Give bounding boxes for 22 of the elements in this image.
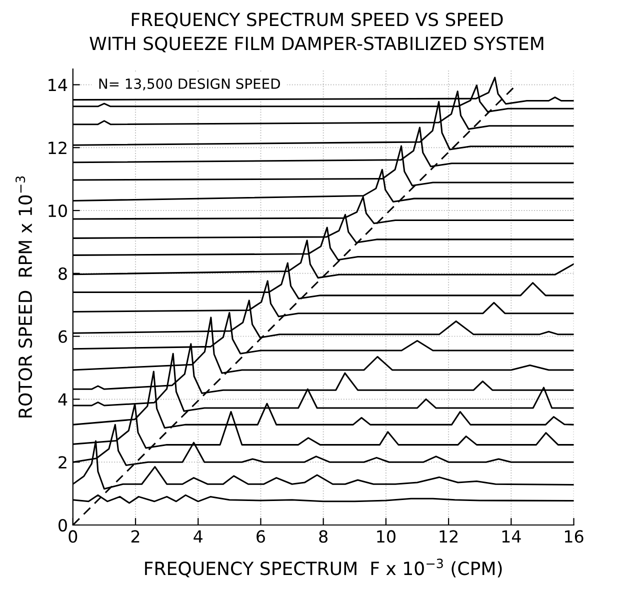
x-tick-label: 14	[502, 530, 521, 543]
x-tick-label: 12	[440, 530, 458, 543]
y-tick-label: 6	[58, 330, 67, 343]
annotation: N= 13,500 DESIGN SPEED	[99, 78, 280, 90]
x-tick-label: 0	[68, 530, 78, 543]
y-tick-label: 0	[58, 518, 67, 532]
x-tick-label: 6	[256, 530, 265, 543]
y-tick-label: 2	[58, 456, 66, 468]
chart-title: FREQUENCY SPECTRUM SPEED VS SPEED	[132, 12, 503, 28]
x-tick-label: 10	[377, 530, 396, 543]
y-tick-label: 10	[48, 204, 67, 218]
y-tick-label: 8	[58, 267, 67, 280]
x-tick-label: 2	[131, 530, 140, 543]
chart-subtitle: WITH SQUEEZE FILM DAMPER-STABILIZED SYSTEM	[90, 36, 544, 52]
y-tick-label: 14	[48, 78, 68, 92]
y-axis-title: ROTOR SPEED RPM x 10$^{−3}$	[16, 176, 32, 418]
x-tick-label: 16	[564, 530, 584, 543]
x-axis-title: FREQUENCY SPECTRUM F x 10$^{−3}$ (CPM)	[145, 558, 502, 578]
x-tick-label: 4	[194, 530, 202, 543]
y-tick-label: 4	[58, 393, 68, 406]
x-tick-label: 8	[319, 530, 328, 543]
y-tick-label: 12	[48, 142, 66, 154]
